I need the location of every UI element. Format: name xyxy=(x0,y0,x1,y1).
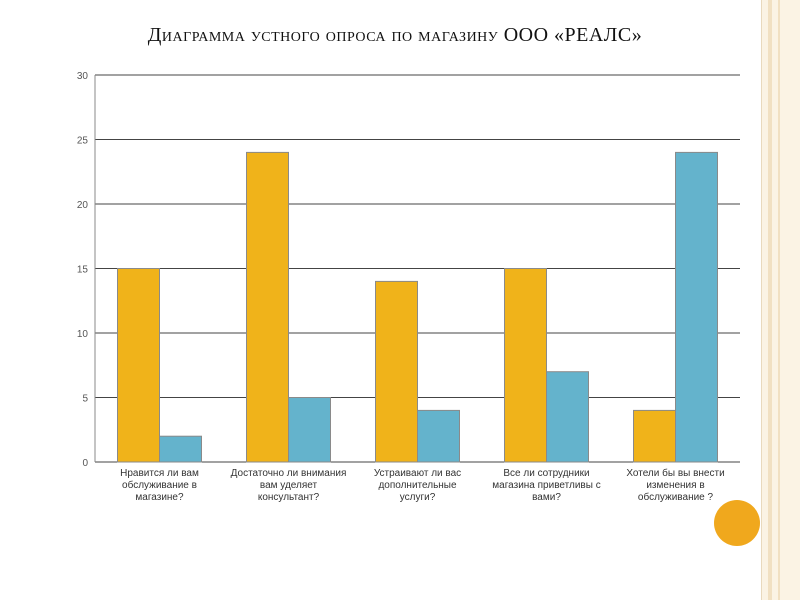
x-tick-label: Достаточно ли внимания xyxy=(231,468,347,479)
x-tick-label: Хотели бы вы внести xyxy=(626,467,724,479)
decorative-circle xyxy=(714,500,760,546)
bar xyxy=(117,268,160,463)
x-tick-label: магазина приветливы с xyxy=(492,480,600,491)
chart-title: Диаграмма устного опроса по магазину ООО… xyxy=(147,24,643,46)
y-tick-label: 5 xyxy=(82,394,88,405)
y-tick-label: 25 xyxy=(77,136,89,147)
bar xyxy=(546,371,589,463)
bar xyxy=(675,151,718,463)
y-tick-label: 0 xyxy=(82,458,88,469)
x-tick-label: вам уделяет xyxy=(260,480,318,491)
bar xyxy=(288,397,331,463)
y-tick-label: 10 xyxy=(77,329,89,340)
y-tick-label: 20 xyxy=(77,200,89,211)
bar xyxy=(417,409,460,463)
x-tick-label: Нравится ли вам xyxy=(120,468,199,479)
x-tick-label: услуги? xyxy=(400,492,436,503)
x-tick-label: консультант? xyxy=(258,492,320,503)
border-stripe xyxy=(768,0,772,600)
bar xyxy=(159,435,202,463)
border-stripe xyxy=(778,0,780,600)
y-tick-label: 30 xyxy=(77,71,89,82)
bar xyxy=(504,268,547,463)
x-tick-label: вами? xyxy=(532,492,561,503)
slide-border-decoration xyxy=(761,0,800,600)
x-tick-label: дополнительные xyxy=(378,480,457,491)
x-tick-label: обслуживание ? xyxy=(638,491,714,503)
y-tick-label: 15 xyxy=(77,265,89,276)
x-tick-label: магазине? xyxy=(135,492,184,503)
bar xyxy=(633,409,676,463)
x-tick-label: Устраивают ли вас xyxy=(374,468,461,479)
x-tick-label: Все ли сотрудники xyxy=(503,468,589,479)
x-tick-label: обслуживание в xyxy=(122,479,197,491)
bar xyxy=(246,151,289,463)
x-tick-label: изменения в xyxy=(646,480,704,491)
bar xyxy=(375,280,418,463)
